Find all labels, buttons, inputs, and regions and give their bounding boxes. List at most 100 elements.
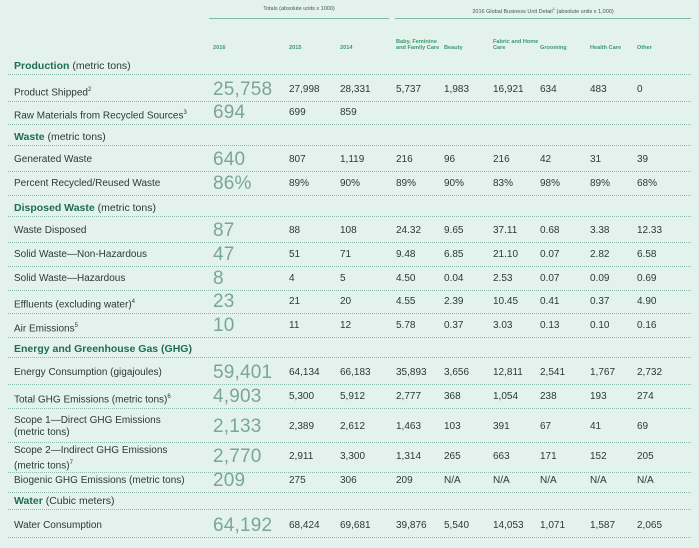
- section-title-unit: (metric tons): [69, 60, 131, 72]
- col-fabric-home-care-cell: 2.53: [493, 273, 513, 284]
- col-health-care-cell: 1,767: [590, 367, 616, 378]
- row-divider: [8, 337, 691, 338]
- row-divider: [8, 124, 691, 125]
- col-beauty-cell: 6.85: [444, 249, 464, 260]
- col-fabric-home-care-cell: 83%: [493, 178, 514, 189]
- col-grooming-cell: 0.07: [540, 273, 560, 284]
- col-grooming-cell: 0.68: [540, 225, 560, 236]
- row-divider: [8, 442, 691, 443]
- col-health-care-cell: 0.09: [590, 273, 610, 284]
- col-health-care-cell: 31: [590, 154, 602, 165]
- row-divider: [8, 313, 691, 314]
- row-divider: [8, 384, 691, 385]
- row-label: Total GHG Emissions (metric tons)6: [14, 391, 171, 406]
- row-label-text: Raw Materials from Recycled Sources: [14, 110, 184, 122]
- section-title: Production (metric tons): [14, 60, 131, 72]
- col-baby-feminine-family-care-cell: 9.48: [396, 249, 416, 260]
- col-2016-cell: 25,758: [213, 79, 273, 100]
- col-2015-cell: 275: [289, 475, 306, 486]
- col-baby-feminine-family-care-cell: 2,777: [396, 391, 422, 402]
- row-label: Effluents (excluding water)4: [14, 296, 135, 311]
- row-divider: [8, 492, 691, 493]
- col-health-care-header-label: Health Care: [590, 45, 622, 52]
- col-health-care-cell: 41: [590, 421, 602, 432]
- col-other-cell: 274: [637, 391, 654, 402]
- col-beauty-cell: 96: [444, 154, 456, 165]
- col-baby-feminine-family-care-cell: 4.55: [396, 296, 416, 307]
- col-fabric-home-care-cell: 21.10: [493, 249, 519, 260]
- col-2016-cell: 694: [213, 102, 246, 123]
- totals-header-label: Totals (absolute units x 1000): [263, 6, 335, 12]
- col-2014-cell: 71: [340, 249, 352, 260]
- col-grooming-cell: 0.07: [540, 249, 560, 260]
- col-2015-cell: 88: [289, 225, 301, 236]
- col-2014-cell: 2,612: [340, 421, 366, 432]
- col-2014-header-label: 2014: [340, 45, 353, 52]
- col-fabric-home-care-cell: 3.03: [493, 320, 513, 331]
- col-2015-cell: 64,134: [289, 367, 320, 378]
- col-beauty-cell: 0.37: [444, 320, 464, 331]
- row-label-footnote: 7: [69, 460, 73, 466]
- col-fabric-home-care-header-label: Fabric and Home Care: [493, 38, 539, 52]
- col-2014-cell: 28,331: [340, 84, 371, 95]
- col-grooming-cell: 0.13: [540, 320, 560, 331]
- col-other-cell: 4.90: [637, 296, 657, 307]
- col-2014-cell: 5: [340, 273, 346, 284]
- col-baby-feminine-family-care-header: Baby, Feminine and Family Care: [396, 22, 446, 52]
- col-2016-cell: 640: [213, 149, 246, 170]
- col-2016-cell: 2,770: [213, 446, 262, 467]
- col-baby-feminine-family-care-cell: 1,463: [396, 421, 422, 432]
- col-other-cell: N/A: [637, 475, 654, 486]
- col-beauty-cell: 90%: [444, 178, 465, 189]
- row-label-text: Effluents (excluding water): [14, 299, 132, 311]
- col-fabric-home-care-cell: 10.45: [493, 296, 519, 307]
- col-health-care-cell: 193: [590, 391, 607, 402]
- col-fabric-home-care-cell: 37.11: [493, 225, 518, 236]
- col-grooming-header: Grooming: [540, 22, 586, 52]
- col-other-cell: 205: [637, 451, 654, 462]
- col-2016-cell: 47: [213, 244, 235, 265]
- col-2016-cell: 10: [213, 315, 235, 336]
- col-baby-feminine-family-care-cell: 24.32: [396, 225, 422, 236]
- col-2016-cell: 23: [213, 291, 235, 312]
- col-other-header: Other: [637, 22, 683, 52]
- row-divider: [8, 408, 691, 409]
- row-label: Solid Waste—Non-Hazardous: [14, 249, 147, 261]
- row-label-text: Percent Recycled/Reused Waste: [14, 178, 161, 189]
- col-grooming-cell: 98%: [540, 178, 561, 189]
- row-label: Waste Disposed: [14, 225, 86, 237]
- row-label-footnote: 2: [87, 87, 92, 93]
- col-other-cell: 0: [637, 84, 643, 95]
- col-baby-feminine-family-care-cell: 89%: [396, 178, 417, 189]
- col-2016-cell: 86%: [213, 173, 252, 194]
- col-2015-header-label: 2015: [289, 45, 302, 52]
- row-divider: [8, 145, 691, 146]
- col-2016-cell: 2,133: [213, 416, 262, 437]
- col-beauty-cell: 0.04: [444, 273, 464, 284]
- row-divider: [8, 266, 691, 267]
- row-label-text: Solid Waste—Non-Hazardous: [14, 249, 148, 260]
- row-label-footnote: 4: [131, 299, 135, 305]
- row-label-text: Waste Disposed: [14, 225, 87, 236]
- col-grooming-cell: 2,541: [540, 367, 566, 378]
- section-title: Energy and Greenhouse Gas (GHG): [14, 343, 192, 355]
- col-fabric-home-care-cell: 1,054: [493, 391, 519, 402]
- row-label: Product Shipped2: [14, 84, 91, 99]
- row-label-text: Scope 1—Direct GHG Emissions: [14, 415, 161, 426]
- col-2014-cell: 90%: [340, 178, 361, 189]
- col-2014-cell: 306: [340, 475, 357, 486]
- row-label-footnote: 5: [74, 323, 78, 329]
- col-2015-cell: 699: [289, 107, 306, 118]
- col-grooming-cell: 0.41: [540, 296, 560, 307]
- col-health-care-header: Health Care: [590, 22, 634, 52]
- col-fabric-home-care-cell: 16,921: [493, 84, 524, 95]
- col-2016-cell: 4,903: [213, 386, 262, 407]
- col-fabric-home-care-header: Fabric and Home Care: [493, 22, 539, 52]
- detail-header-footnote: 1: [552, 6, 555, 11]
- col-2015-cell: 11: [289, 320, 300, 331]
- totals-header: Totals (absolute units x 1000): [209, 6, 389, 19]
- row-label-text: Generated Waste: [14, 154, 93, 165]
- col-other-header-label: Other: [637, 45, 652, 52]
- col-health-care-cell: N/A: [590, 475, 607, 486]
